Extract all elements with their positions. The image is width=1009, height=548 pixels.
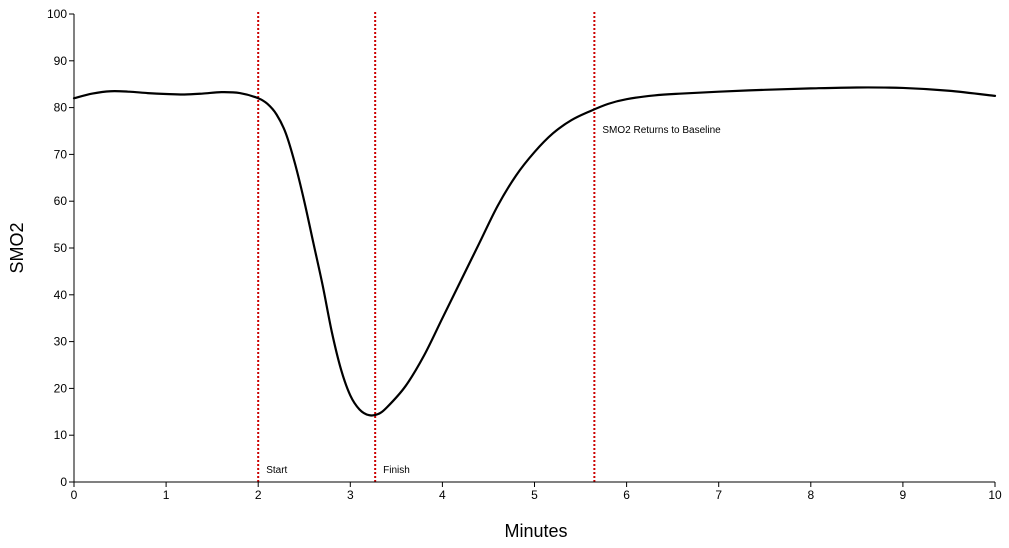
y-tick-label: 40: [54, 288, 68, 302]
x-tick-label: 10: [988, 488, 1002, 502]
series-line-layer: [72, 86, 997, 417]
y-tick-label: 0: [60, 475, 67, 489]
y-tick-label: 90: [54, 54, 68, 68]
axes: [73, 14, 995, 483]
y-tick-label: 30: [54, 335, 68, 349]
y-tick-label: 20: [54, 381, 68, 395]
x-tick-label: 4: [439, 488, 446, 502]
marker-label: Start: [266, 465, 287, 476]
axis-ticks: 0 10 20 30 40 50 60 70 80 90 100 0 1 2 3 4 5 6 7 8 9 10: [47, 7, 1002, 502]
x-tick-label: 9: [900, 488, 907, 502]
x-axis-title: Minutes: [504, 521, 567, 541]
marker-label: Finish: [383, 465, 410, 476]
y-tick-label: 10: [54, 428, 68, 442]
x-tick-label: 7: [715, 488, 722, 502]
annotation-markers: Start Finish SMO2 Returns to Baseline: [257, 12, 721, 482]
x-tick-label: 0: [71, 488, 78, 502]
y-tick-label: 50: [54, 241, 68, 255]
y-tick-label: 70: [54, 147, 68, 161]
x-tick-label: 6: [623, 488, 630, 502]
y-tick-label: 60: [54, 194, 68, 208]
smo2-series-line: [72, 86, 997, 417]
y-tick-label: 100: [47, 7, 67, 21]
y-axis-title: SMO2: [7, 222, 27, 273]
marker-label: SMO2 Returns to Baseline: [602, 125, 721, 136]
x-tick-label: 5: [531, 488, 538, 502]
y-tick-label: 80: [54, 101, 68, 115]
x-tick-label: 2: [255, 488, 262, 502]
x-tick-label: 1: [163, 488, 170, 502]
x-tick-label: 3: [347, 488, 354, 502]
x-tick-label: 8: [807, 488, 814, 502]
